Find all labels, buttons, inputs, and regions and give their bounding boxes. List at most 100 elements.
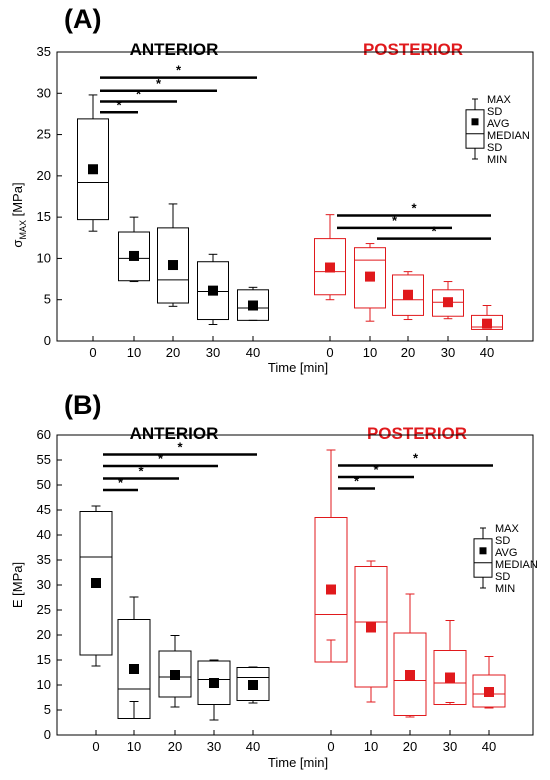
y-tick-label: 20 — [37, 168, 51, 183]
significance-star: * — [413, 451, 419, 466]
y-tick-label: 0 — [44, 727, 51, 742]
sd-box — [236, 667, 270, 701]
avg-marker — [91, 578, 101, 588]
legend-box — [473, 538, 493, 578]
box — [158, 635, 192, 708]
sd-box — [157, 227, 189, 304]
avg-marker — [443, 297, 453, 308]
sd-box — [471, 314, 503, 330]
panel-label: (B) — [64, 390, 101, 420]
panel-b: (B) ANTERIOR POSTERIOR 0 5 10 15 20 25 30 35 40 4… — [10, 390, 538, 770]
avg-marker — [325, 262, 335, 273]
significance-star: * — [431, 224, 437, 239]
significance-star: * — [156, 76, 162, 91]
significance-star: * — [138, 464, 144, 479]
y-tick-label: 5 — [44, 292, 51, 307]
y-tick-label: 45 — [37, 502, 51, 517]
box — [314, 214, 346, 301]
group-label-anterior: ANTERIOR — [130, 40, 219, 59]
y-tick-label: 35 — [37, 44, 51, 59]
x-tick-label: 20 — [168, 739, 182, 754]
significance-star: * — [411, 200, 417, 215]
x-tick-label: 0 — [327, 739, 334, 754]
box — [432, 281, 464, 320]
legend-label: MAX — [487, 94, 512, 106]
sd-box — [197, 660, 231, 705]
x-tick-label: 30 — [206, 345, 220, 360]
avg-marker — [129, 250, 139, 261]
y-tick-label: 15 — [37, 209, 51, 224]
box-series — [77, 94, 503, 330]
legend-label: AVG — [495, 547, 517, 559]
legend-label: MEDIAN — [487, 130, 530, 142]
avg-marker — [209, 678, 219, 688]
significance-star: * — [177, 440, 183, 455]
x-axis-label: Time [min] — [268, 360, 328, 375]
legend-label: SD — [487, 106, 502, 118]
significance-star: * — [118, 475, 124, 490]
legend-box — [465, 109, 485, 149]
sd-box — [314, 517, 348, 663]
box — [237, 286, 269, 321]
avg-marker — [482, 318, 492, 329]
x-tick-label: 10 — [127, 345, 141, 360]
x-tick-label: 40 — [482, 739, 496, 754]
sd-box — [237, 289, 269, 321]
avg-marker — [129, 664, 139, 674]
legend-label: MEDIAN — [495, 559, 538, 571]
box — [197, 659, 231, 721]
x-tick-label: 20 — [401, 345, 415, 360]
box — [117, 596, 151, 719]
y-axis-label: σMAX [MPa] — [10, 182, 28, 247]
x-tick-label: 30 — [207, 739, 221, 754]
avg-marker — [403, 289, 413, 300]
box — [354, 560, 388, 703]
legend-label: MAX — [495, 523, 520, 535]
significance-star: * — [158, 451, 164, 466]
y-tick-label: 0 — [44, 333, 51, 348]
avg-marker — [170, 670, 180, 680]
x-tick-label: 20 — [403, 739, 417, 754]
y-tick-label: 60 — [37, 427, 51, 442]
box — [118, 216, 150, 283]
y-tick-label: 40 — [37, 527, 51, 542]
x-tick-label: 40 — [246, 739, 260, 754]
avg-marker — [484, 687, 494, 697]
y-tick-label: 20 — [37, 627, 51, 642]
sd-box — [197, 261, 229, 321]
x-axis: 0 10 20 30 40 0 10 20 30 40 — [89, 336, 494, 360]
y-tick-label: 30 — [37, 85, 51, 100]
avg-marker — [248, 300, 258, 311]
y-tick-label: 50 — [37, 477, 51, 492]
x-tick-label: 10 — [127, 739, 141, 754]
legend-label: SD — [495, 571, 510, 583]
significance-star: * — [136, 87, 142, 102]
x-tick-label: 10 — [363, 345, 377, 360]
legend-label: MIN — [487, 154, 507, 166]
avg-marker — [326, 584, 336, 595]
significance-star: * — [116, 97, 122, 112]
group-label-anterior: ANTERIOR — [130, 424, 219, 443]
y-tick-label: 5 — [44, 702, 51, 717]
x-axis-label: Time [min] — [268, 755, 328, 770]
panel-a: (A) ANTERIOR POSTERIOR 0 5 10 15 20 25 30 35 0 1… — [10, 4, 534, 375]
box — [433, 620, 467, 705]
avg-marker — [445, 672, 455, 683]
box — [314, 449, 348, 663]
y-axis-label-subscript: MAX — [18, 220, 28, 240]
legend-label: SD — [487, 142, 502, 154]
x-tick-label: 30 — [441, 345, 455, 360]
y-axis-label-unit: [MPa] — [10, 182, 25, 220]
sd-box — [432, 289, 464, 317]
avg-marker — [208, 285, 218, 296]
sd-box — [354, 566, 388, 688]
y-tick-label: 25 — [37, 602, 51, 617]
x-tick-label: 0 — [89, 345, 96, 360]
sd-box — [79, 511, 113, 656]
sd-box — [118, 231, 150, 282]
plot-frame — [56, 434, 534, 736]
y-tick-label: 25 — [37, 127, 51, 142]
x-tick-label: 40 — [246, 345, 260, 360]
